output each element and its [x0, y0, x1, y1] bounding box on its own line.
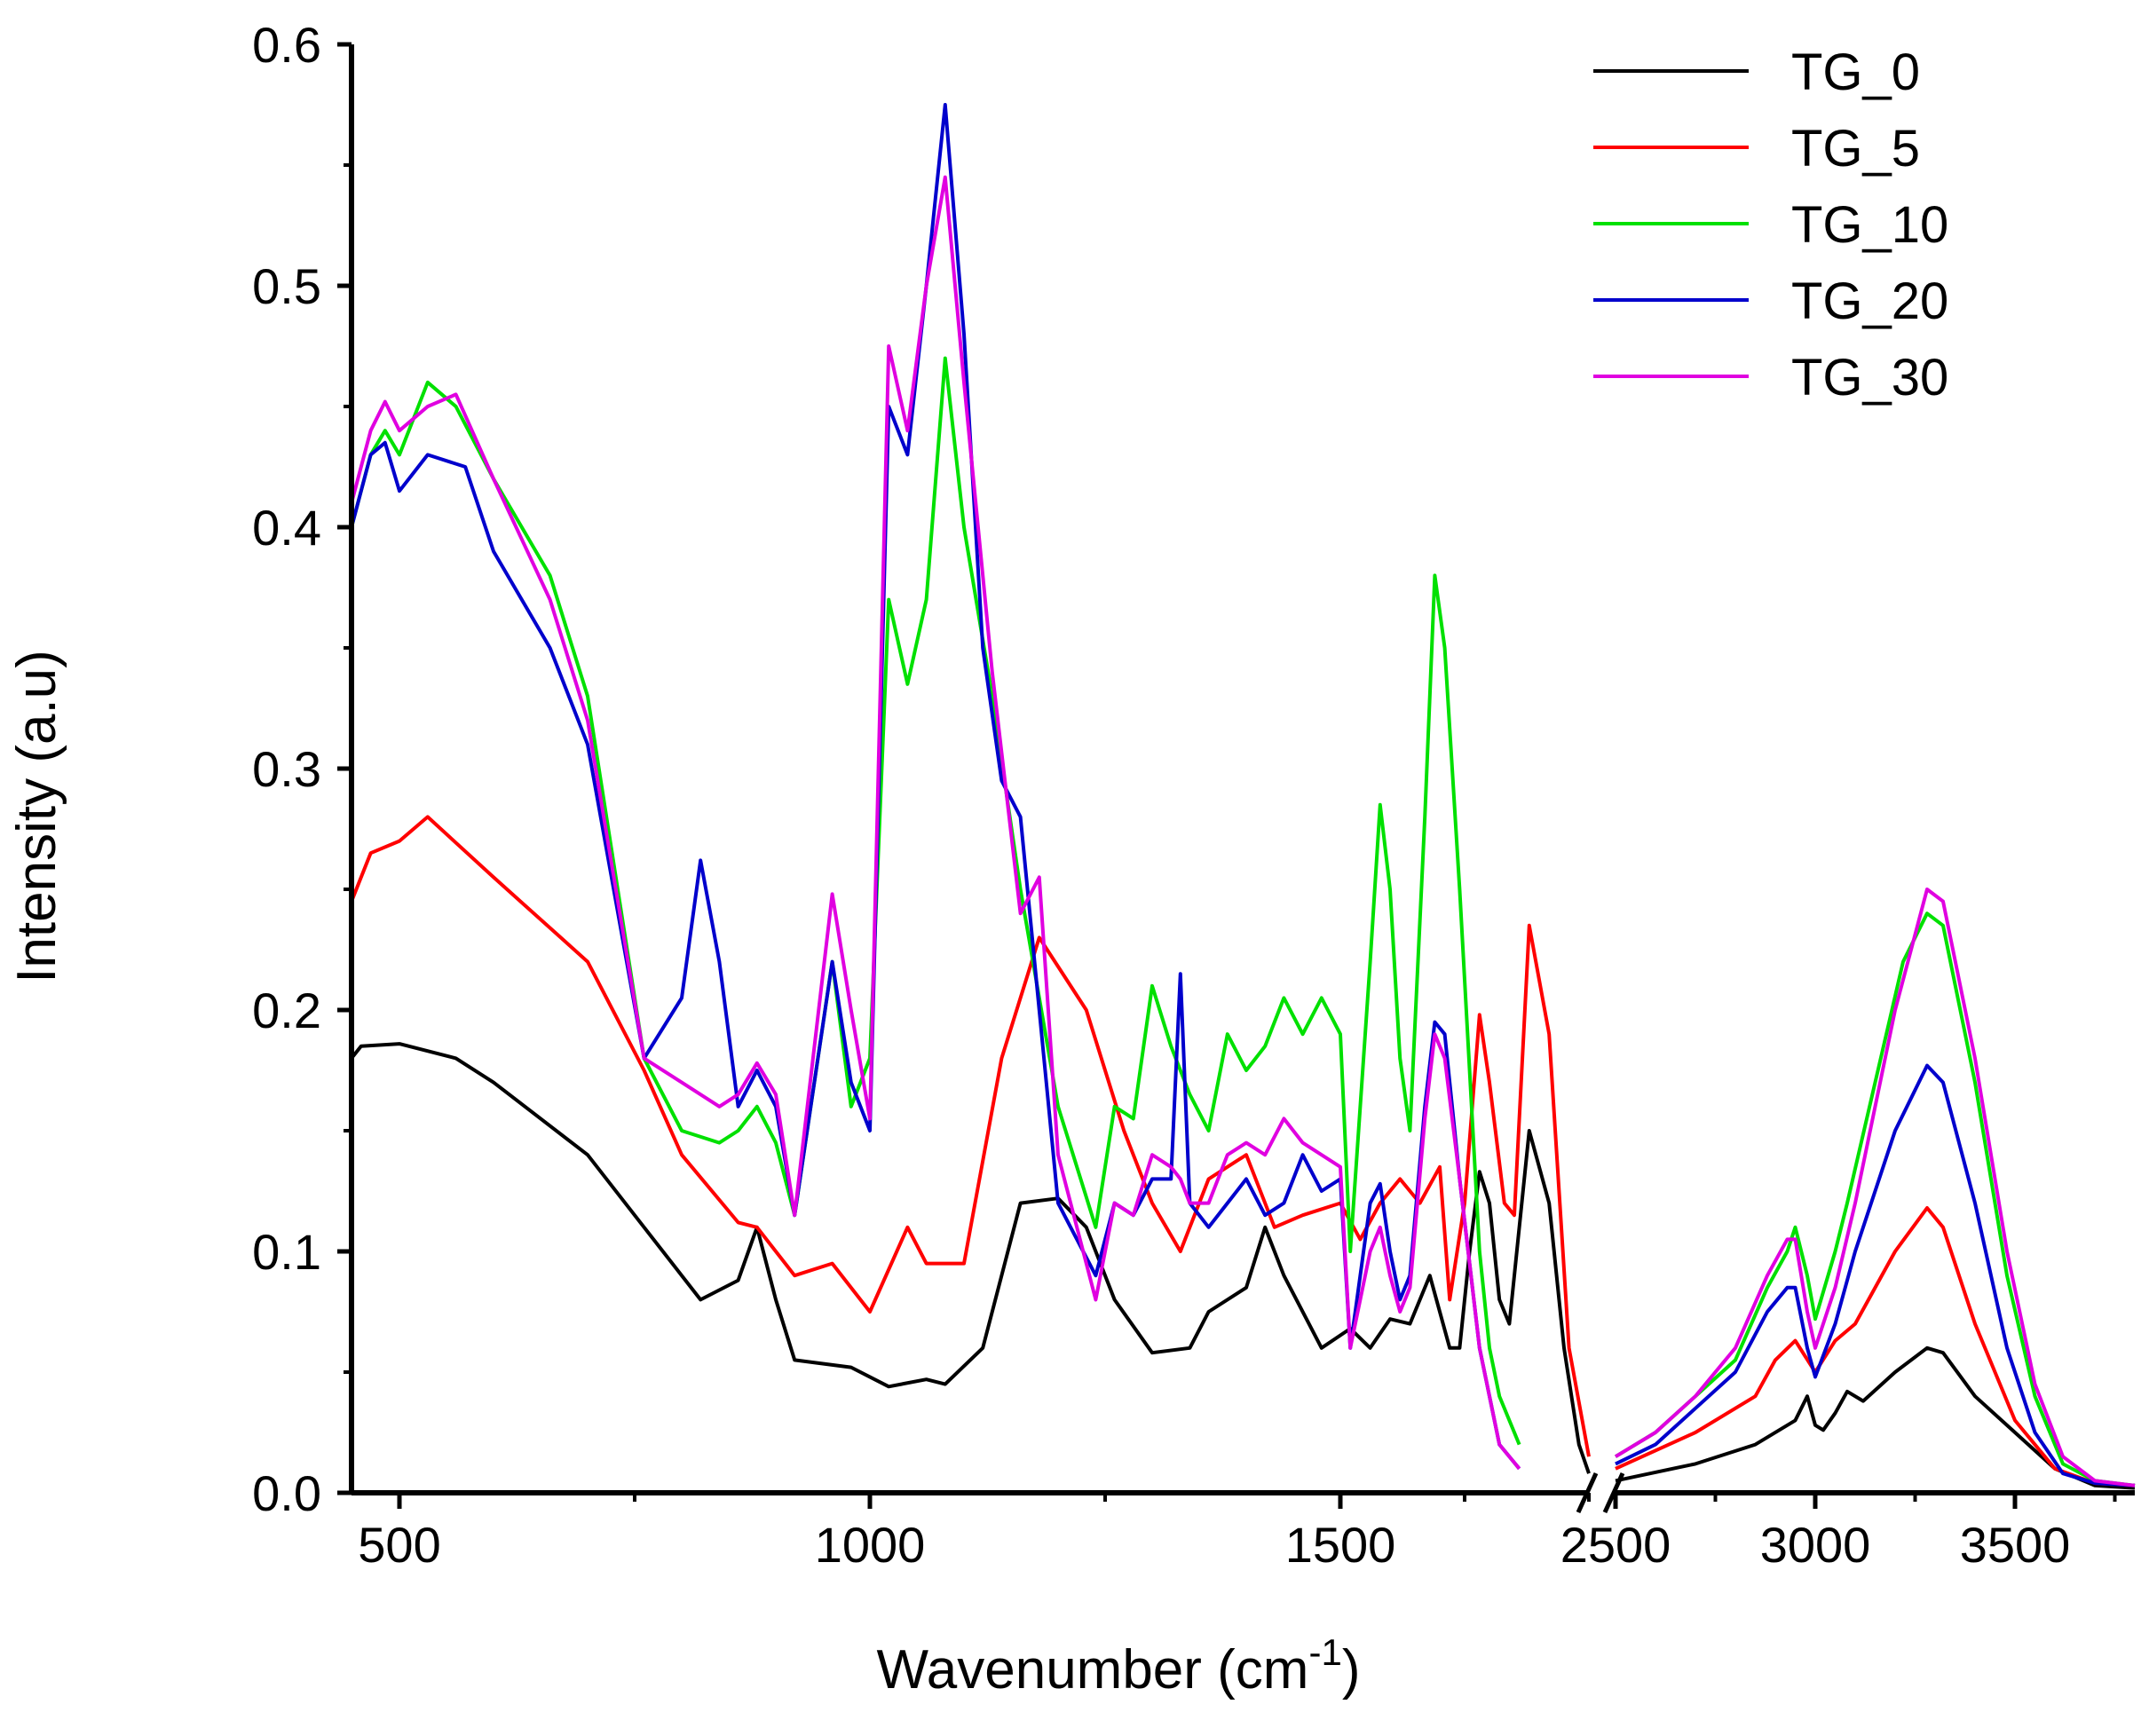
series-line-tg-20-segment-1 [350, 103, 1521, 1471]
legend-label-tg-5: TG_5 [1791, 120, 1920, 178]
plot-lines [350, 103, 2136, 1490]
series-line-tg-20-segment-2 [1615, 1063, 2136, 1487]
legend-label-tg-10: TG_10 [1791, 196, 1948, 254]
x-axis-title-superscript: -1 [1308, 1631, 1341, 1673]
y-tick-label: 0.5 [252, 258, 321, 314]
x-tick-label: 2500 [1560, 1517, 1671, 1573]
x-tick-label: 3500 [1960, 1517, 2071, 1573]
series-line-tg-0-segment-2 [1615, 1345, 2136, 1490]
series-line-tg-5-segment-2 [1615, 1206, 2136, 1487]
y-tick-label: 0.4 [252, 500, 321, 556]
x-tick-label: 500 [358, 1517, 440, 1573]
axes: 0.0 0.1 0.2 0.3 0.4 0.5 0.6 500 1000 1500 2500 3000… [252, 17, 2135, 1573]
y-tick-label: 0.3 [252, 741, 321, 797]
y-tick-label: 0.6 [252, 17, 321, 73]
series-line-tg-30-segment-2 [1614, 888, 2136, 1487]
x-axis-title-close: ) [1342, 1639, 1361, 1700]
legend: TG_0 TG_5 TG_10 TG_20 TG_30 [1593, 43, 1948, 406]
y-tick-label: 0.2 [252, 982, 321, 1038]
x-tick-label: 3000 [1760, 1517, 1871, 1573]
legend-label-tg-20: TG_20 [1791, 272, 1948, 330]
y-tick-label: 0.1 [252, 1224, 321, 1280]
y-axis-title: Intensity (a.u) [6, 650, 67, 983]
series-line-tg-5-segment-1 [350, 815, 1591, 1457]
x-tick-label: 1000 [815, 1517, 926, 1573]
series-line-tg-0-segment-1 [350, 1042, 1591, 1474]
legend-label-tg-0: TG_0 [1791, 43, 1920, 101]
series-line-tg-10-segment-2 [1614, 911, 2136, 1487]
x-axis-title: Wavenumber (cm-1) [877, 1631, 1361, 1700]
series-line-tg-30-segment-1 [350, 175, 1521, 1471]
legend-label-tg-30: TG_30 [1791, 349, 1948, 406]
x-axis-title-main: Wavenumber (cm [877, 1639, 1309, 1700]
y-tick-label: 0.0 [252, 1465, 321, 1521]
x-tick-label: 1500 [1285, 1517, 1396, 1573]
